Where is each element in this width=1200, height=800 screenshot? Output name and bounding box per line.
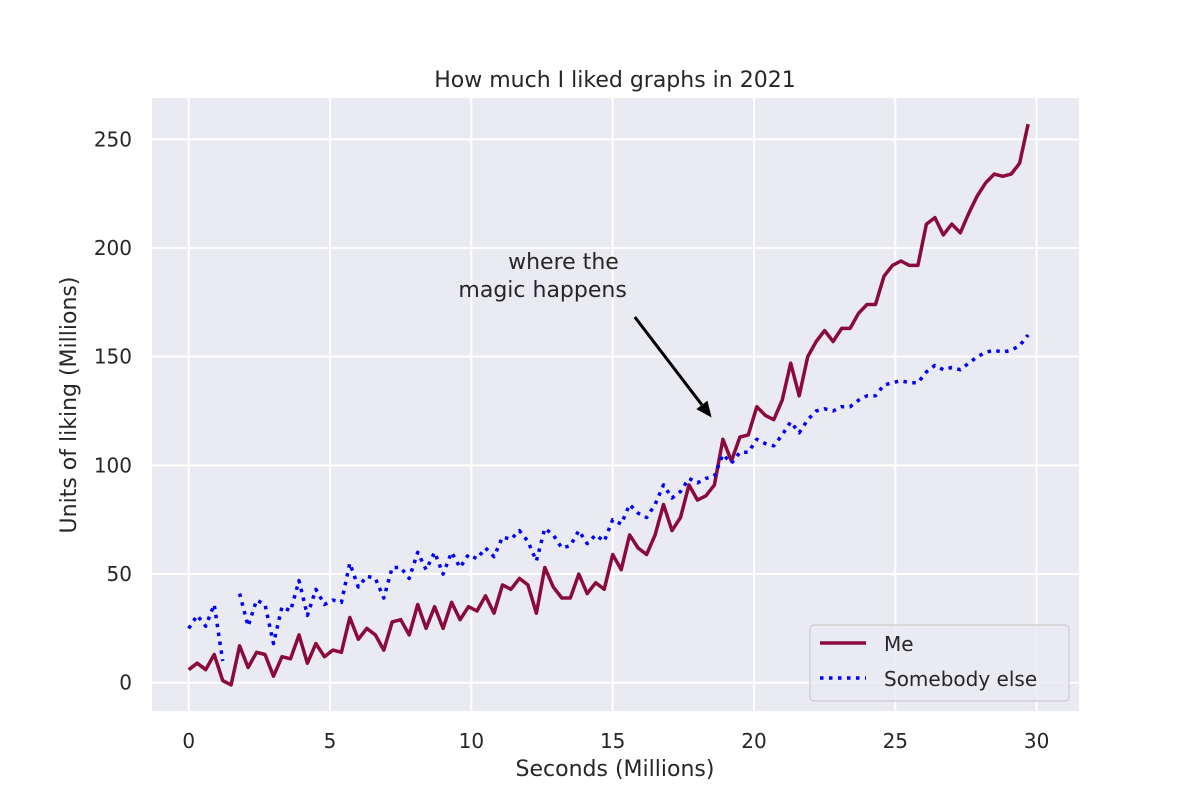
x-tick-label: 20 xyxy=(741,729,766,753)
x-tick-label: 5 xyxy=(324,729,337,753)
x-tick-label: 0 xyxy=(182,729,195,753)
y-tick-label: 250 xyxy=(94,127,132,151)
chart-title: How much I liked graphs in 2021 xyxy=(434,68,795,93)
x-tick-label: 15 xyxy=(600,729,625,753)
legend-box xyxy=(809,624,1070,702)
y-tick-label: 150 xyxy=(94,345,132,369)
annotation: where the magic happens xyxy=(458,250,712,418)
annotation-line-2: magic happens xyxy=(458,278,626,303)
x-tick-label: 25 xyxy=(883,729,908,753)
legend-label-me: Me xyxy=(884,632,914,656)
series-line-1 xyxy=(187,333,1030,662)
x-tick-label: 30 xyxy=(1024,729,1049,753)
series-line-0 xyxy=(187,123,1030,687)
legend: Me Somebody else xyxy=(809,624,1070,702)
grid-lines xyxy=(152,98,1079,711)
y-tick-label: 200 xyxy=(94,236,132,260)
y-tick-label: 100 xyxy=(94,453,132,477)
annotation-arrow-head xyxy=(696,400,712,418)
annotation-line-1: where the xyxy=(508,250,619,275)
x-tick-label: 10 xyxy=(459,729,484,753)
plot-area xyxy=(152,98,1079,711)
x-axis-title: Seconds (Millions) xyxy=(516,757,715,782)
x-tick-labels: 0 5 10 15 20 25 30 xyxy=(182,729,1049,753)
y-tick-label: 50 xyxy=(107,562,132,586)
y-axis-title: Units of liking (Millions) xyxy=(57,277,82,534)
series-layer xyxy=(187,123,1030,687)
annotation-arrow-shaft xyxy=(633,316,704,406)
y-tick-labels: 0 50 100 150 200 250 xyxy=(94,127,132,694)
y-tick-label: 0 xyxy=(119,671,132,695)
legend-label-somebody-else: Somebody else xyxy=(884,667,1037,691)
